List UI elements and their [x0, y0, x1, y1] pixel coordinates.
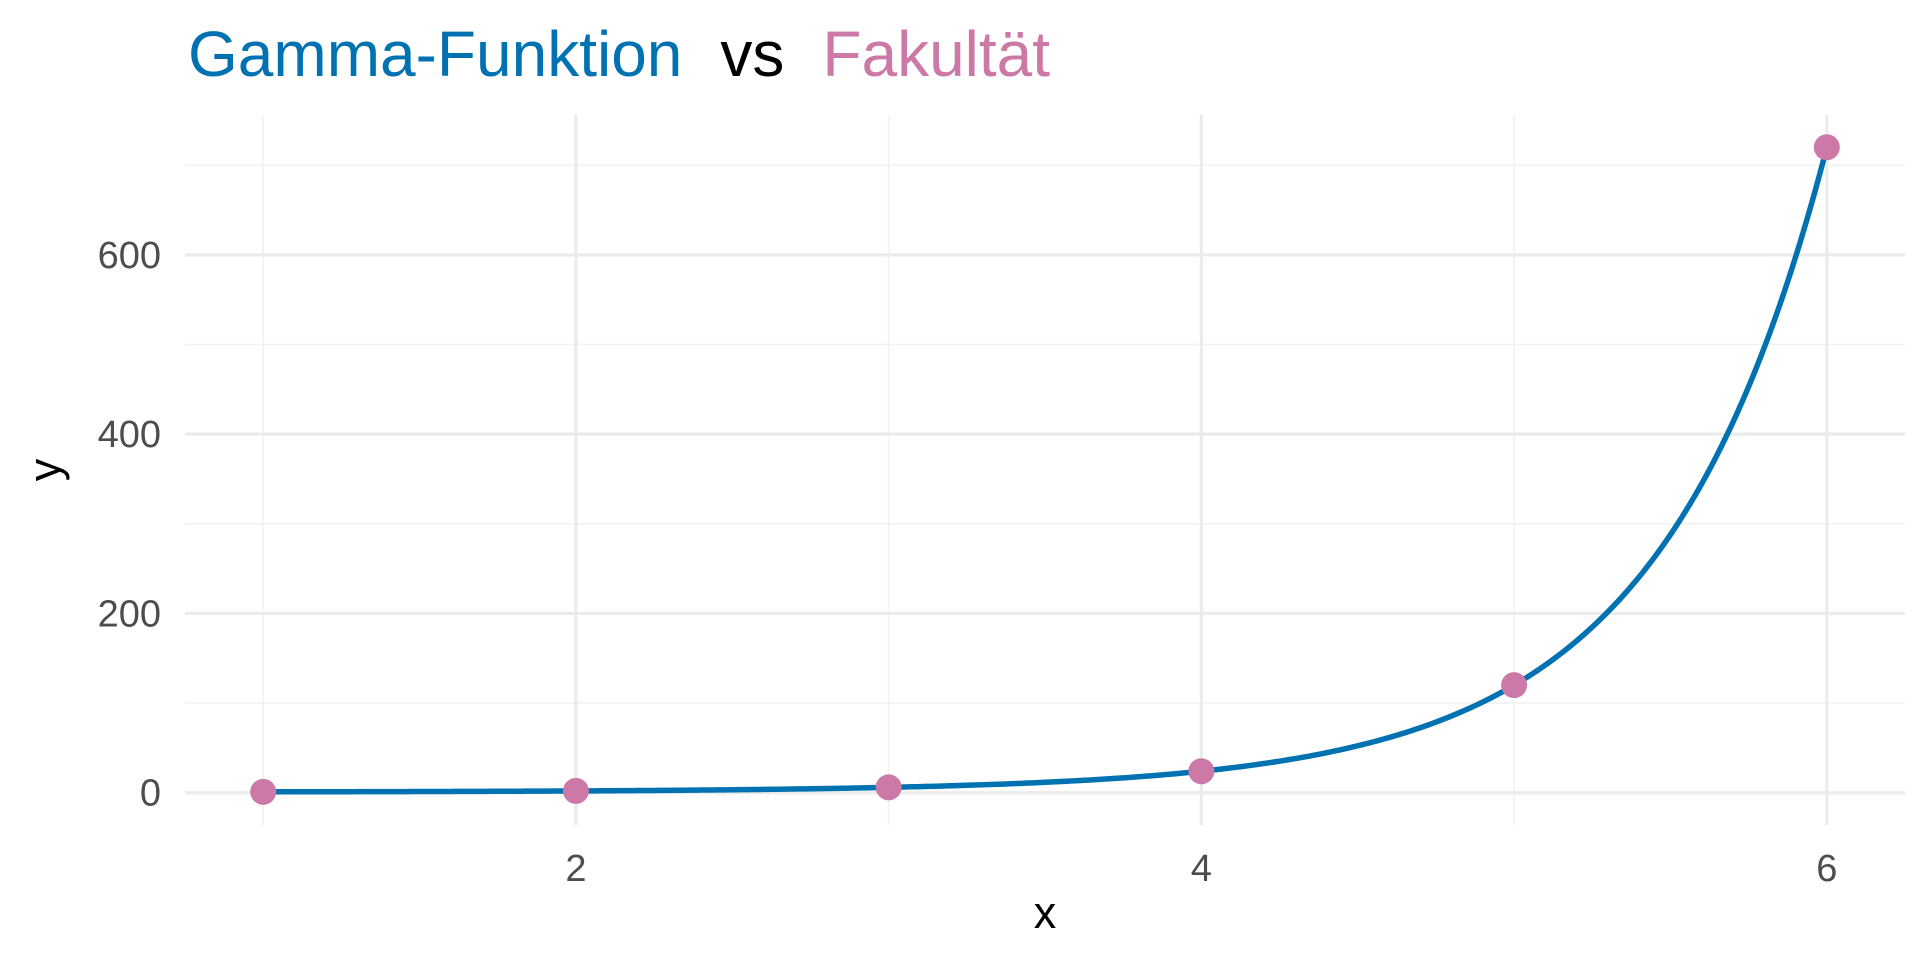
- x-tick-label: 2: [565, 848, 586, 890]
- y-tick-label: 0: [140, 773, 161, 815]
- y-tick-label: 600: [98, 235, 161, 277]
- y-tick-label: 400: [98, 414, 161, 456]
- factorial-point: [1188, 758, 1215, 785]
- title-gamma-function: Gamma-Funktion: [188, 18, 683, 90]
- plot-area: [250, 134, 1840, 805]
- factorial-point: [875, 774, 902, 801]
- factorial-point: [1501, 672, 1528, 699]
- y-axis-title: y: [19, 458, 70, 481]
- title-vs: vs: [720, 18, 785, 90]
- factorial-point: [1813, 134, 1840, 161]
- y-tick-label: 200: [98, 593, 161, 635]
- x-tick-label: 6: [1816, 848, 1837, 890]
- factorial-point: [250, 778, 277, 805]
- chart-title: Gamma-Funktion vs Fakultät: [188, 14, 1050, 94]
- grid-major: [185, 115, 1905, 825]
- x-axis-title: x: [1034, 887, 1057, 938]
- axis-tick-labels: 2 4 6 0 200 400 600: [98, 235, 1838, 890]
- grid-minor: [185, 115, 1905, 825]
- gamma-curve: [260, 144, 1830, 795]
- x-tick-label: 4: [1191, 848, 1212, 890]
- factorial-point: [562, 777, 589, 804]
- title-factorial: Fakultät: [822, 18, 1051, 90]
